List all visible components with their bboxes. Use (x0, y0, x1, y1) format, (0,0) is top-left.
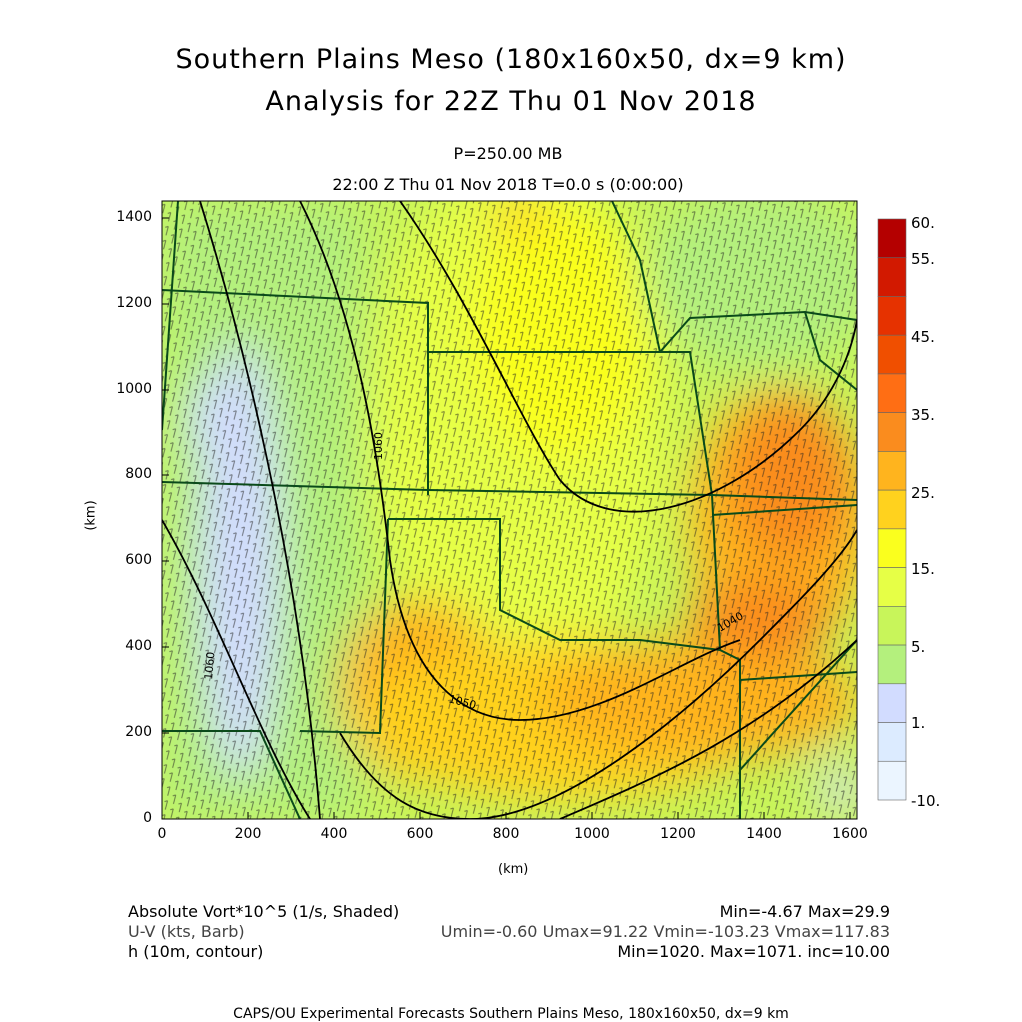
colorbar-swatch (877, 334, 907, 375)
shaded-field-label: Absolute Vort*10^5 (1/s, Shaded) (128, 902, 400, 921)
colorbar-swatch (877, 567, 907, 607)
valid-time: 22:00 Z Thu 01 Nov 2018 T=0.0 s (0:00:00… (332, 175, 684, 194)
colorbar-swatch (877, 451, 907, 491)
colorbar-label: 60. (911, 214, 935, 232)
contour-label: 1060 (372, 432, 385, 460)
colorbar-label: 45. (911, 328, 935, 346)
map-title-line1: Southern Plains Meso (180x160x50, dx=9 k… (175, 44, 847, 75)
barb-field-label: U-V (kts, Barb) (128, 922, 245, 941)
x-tick-label: 1400 (746, 826, 782, 842)
colorbar-swatch (877, 373, 907, 413)
x-tick-label: 1600 (832, 826, 868, 842)
colorbar-label: 5. (911, 638, 926, 656)
x-tick-label: 800 (492, 826, 520, 842)
colorbar-swatch (877, 528, 907, 568)
shaded-field-stats: Min=-4.67 Max=29.9 (719, 902, 890, 921)
colorbar-swatch (877, 412, 907, 452)
x-tick-label: 400 (320, 826, 348, 842)
x-tick-label: 0 (157, 826, 167, 842)
contour-field-stats: Min=1020. Max=1071. inc=10.00 (617, 942, 890, 961)
colorbar-swatch (877, 257, 907, 297)
colorbar-swatch (877, 722, 907, 762)
colorbar-label: 55. (911, 250, 935, 268)
colorbar-label: 35. (911, 406, 935, 424)
colorbar-swatch (877, 683, 907, 723)
y-tick-label: 800 (125, 466, 152, 482)
x-tick-label: 1200 (660, 826, 696, 842)
y-tick-label: 1000 (116, 381, 152, 397)
colorbar-label: 15. (911, 560, 935, 578)
pressure-level: P=250.00 MB (453, 144, 563, 163)
colorbar-label: 1. (911, 714, 926, 732)
plot-frame (161, 200, 858, 820)
colorbar-swatch (877, 489, 907, 530)
y-tick-label: 0 (143, 810, 152, 826)
colorbar-swatch (877, 760, 907, 801)
x-tick-label: 600 (406, 826, 434, 842)
contour-field-label: h (10m, contour) (128, 942, 264, 961)
x-axis-label: (km) (498, 862, 529, 877)
y-tick-label: 1400 (116, 209, 152, 225)
contour-label: 1060 (202, 651, 217, 680)
y-axis-label: (km) (83, 500, 99, 531)
footer-credit: CAPS/OU Experimental Forecasts Southern … (233, 1006, 789, 1022)
x-tick-label: 200 (234, 826, 262, 842)
y-tick-label: 1200 (116, 295, 152, 311)
x-tick-label: 1000 (574, 826, 610, 842)
y-tick-label: 200 (125, 724, 152, 740)
colorbar-swatch (877, 296, 907, 336)
axis-ticks (161, 217, 851, 820)
colorbar-swatch (877, 218, 907, 259)
colorbar-label: 25. (911, 484, 935, 502)
y-tick-label: 400 (125, 638, 152, 654)
colorbar (877, 218, 907, 801)
colorbar-swatch (877, 644, 907, 685)
barb-field-stats: Umin=-0.60 Umax=91.22 Vmin=-103.23 Vmax=… (440, 922, 890, 941)
map-title-line2: Analysis for 22Z Thu 01 Nov 2018 (265, 86, 757, 117)
y-tick-label: 600 (125, 552, 152, 568)
colorbar-label: -10. (911, 792, 941, 810)
vorticity-shading (162, 201, 857, 819)
colorbar-swatch (877, 606, 907, 646)
